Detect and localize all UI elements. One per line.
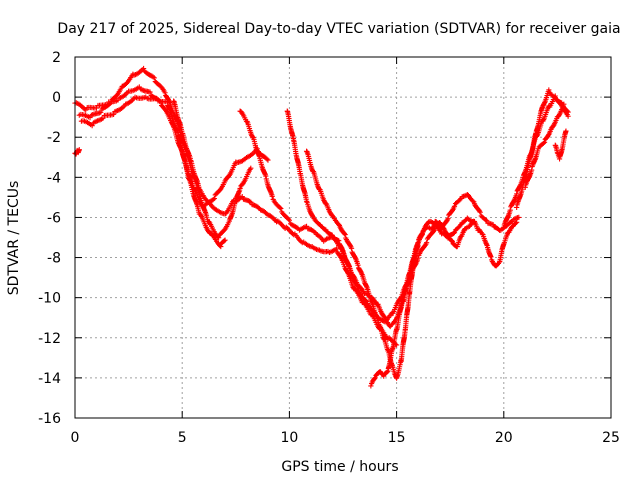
series-trace-d [171, 98, 400, 348]
series-early-spike [72, 147, 82, 157]
x-tick-label: 10 [280, 430, 298, 446]
x-tick-label: 25 [602, 430, 620, 446]
data-point-markers [171, 98, 400, 348]
x-tick-label: 0 [71, 430, 80, 446]
series-trace-g [303, 148, 421, 381]
y-tick-label: -2 [47, 130, 61, 146]
x-tick-label: 5 [178, 430, 187, 446]
plot-frame [74, 56, 612, 419]
data-points [72, 65, 571, 389]
series-trace-k [514, 87, 571, 211]
y-axis-label: SDTVAR / TECUs [6, 181, 22, 296]
y-tick-label: 2 [52, 50, 61, 66]
series-trace-l [522, 101, 567, 190]
y-tick-label: -14 [38, 371, 61, 387]
y-tick-label: 0 [52, 90, 61, 106]
series-trace-i [432, 191, 522, 233]
x-tick-label: 20 [495, 430, 513, 446]
data-point-markers [432, 191, 522, 233]
series-trace-c [78, 94, 228, 250]
x-axis-label: GPS time / hours [281, 459, 398, 475]
y-tick-label: -8 [47, 251, 61, 267]
y-tick-label: -16 [38, 411, 61, 427]
data-point-markers [78, 94, 228, 250]
data-point-markers [72, 147, 82, 157]
y-tick-label: -4 [47, 170, 61, 186]
data-point-markers [522, 101, 567, 190]
series-late-spike [552, 128, 569, 162]
data-point-markers [552, 128, 569, 162]
y-tick-label: -6 [47, 210, 61, 226]
data-point-markers [514, 87, 571, 211]
y-tick-label: -10 [38, 291, 61, 307]
series-trace-h [368, 218, 520, 389]
y-tick-label: -12 [38, 331, 61, 347]
grid-lines [75, 57, 611, 418]
data-point-markers [303, 148, 421, 381]
data-point-markers [368, 218, 520, 389]
x-tick-label: 15 [388, 430, 406, 446]
chart-title: Day 217 of 2025, Sidereal Day-to-day VTE… [57, 21, 620, 37]
